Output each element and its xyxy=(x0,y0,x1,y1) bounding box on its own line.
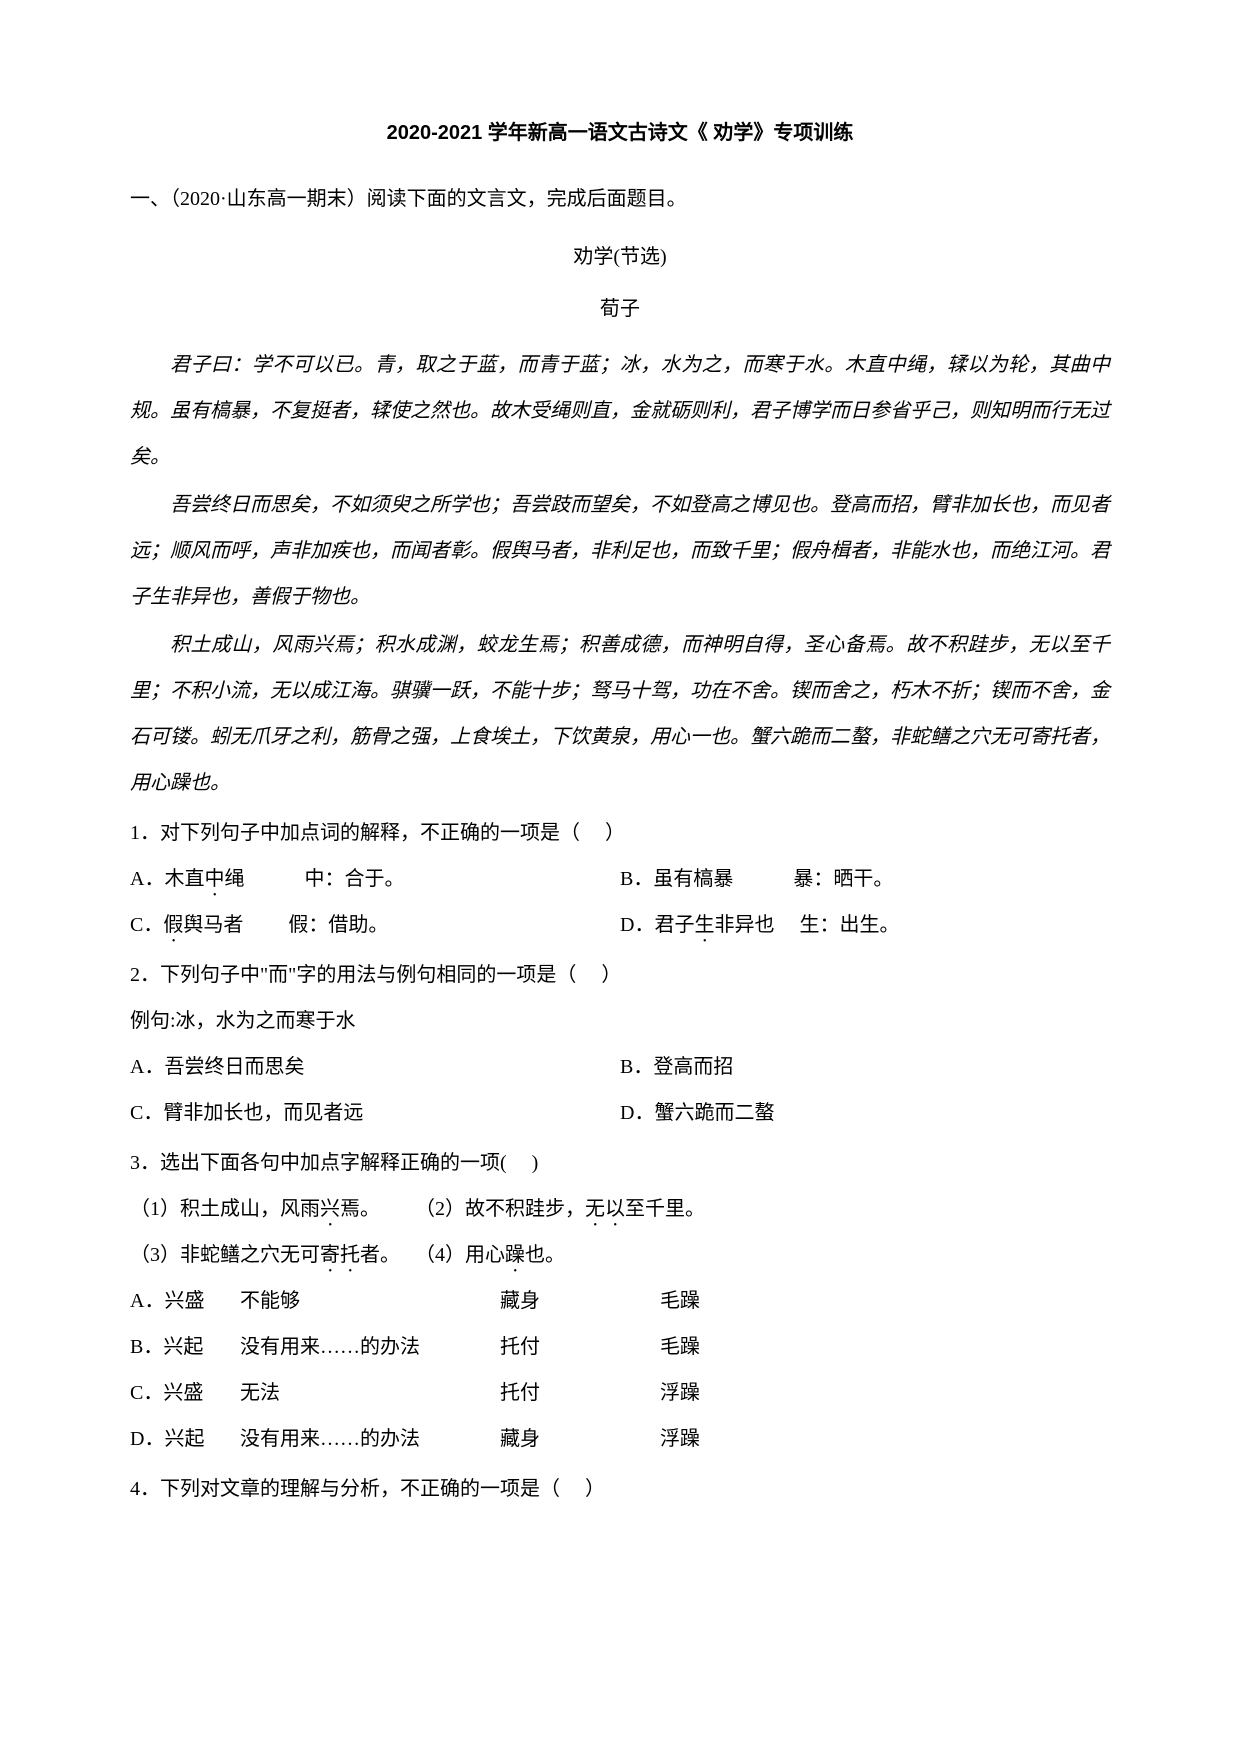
question-2-options-row1: A．吾尝终日而思矣 B．登高而招 xyxy=(130,1044,1110,1090)
option-c: C．假舆马者 假：借助。 xyxy=(130,902,620,948)
cell: 不能够 xyxy=(240,1278,500,1324)
cell: 无法 xyxy=(240,1370,500,1416)
passage-paragraph: 君子曰：学不可以已。青，取之于蓝，而青于蓝；冰，水为之，而寒于水。木直中绳，𫐓以… xyxy=(130,342,1110,480)
cell: 浮躁 xyxy=(660,1416,790,1462)
dotted-char: 无以 xyxy=(585,1198,625,1220)
cell: 没有用来……的办法 xyxy=(240,1416,500,1462)
cell-label: A．兴盛 xyxy=(130,1278,240,1324)
dotted-char: 假 xyxy=(163,914,183,936)
option-d: D．蟹六跪而二螯 xyxy=(620,1090,1110,1136)
question-3-vocab-table: A．兴盛 不能够 藏身 毛躁 B．兴起 没有用来……的办法 托付 毛躁 C．兴盛… xyxy=(130,1278,1110,1462)
question-4-stem: 4．下列对文章的理解与分析，不正确的一项是（ ） xyxy=(130,1466,1110,1512)
option-text: 舆马者 假：借助。 xyxy=(183,914,388,936)
cell: 浮躁 xyxy=(660,1370,790,1416)
option-text: C． xyxy=(130,914,163,936)
table-row: A．兴盛 不能够 藏身 毛躁 xyxy=(130,1278,1110,1324)
cell-label: D．兴起 xyxy=(130,1416,240,1462)
dotted-char: 躁 xyxy=(505,1244,525,1266)
option-b: B．虽有槁暴 暴：晒干。 xyxy=(620,856,1110,902)
dotted-char: 中 xyxy=(204,868,224,890)
option-text: 绳 中：合于。 xyxy=(224,868,404,890)
dotted-char: 生 xyxy=(694,914,714,936)
question-2-example: 例句:冰，水为之而寒于水 xyxy=(130,998,1110,1044)
cell: 藏身 xyxy=(500,1416,660,1462)
dotted-char: 寄托 xyxy=(320,1244,360,1266)
sub-text: 焉。 xyxy=(340,1198,380,1220)
cell: 托付 xyxy=(500,1370,660,1416)
question-2-options-row2: C．臂非加长也，而见者远 D．蟹六跪而二螯 xyxy=(130,1090,1110,1136)
cell: 藏身 xyxy=(500,1278,660,1324)
cell: 没有用来……的办法 xyxy=(240,1324,500,1370)
option-d: D．君子生非异也 生：出生。 xyxy=(620,902,1110,948)
passage-paragraph: 积土成山，风雨兴焉；积水成渊，蛟龙生焉；积善成德，而神明自得，圣心备焉。故不积跬… xyxy=(130,622,1110,806)
sub-text: 至千里。 xyxy=(625,1198,705,1220)
question-1-stem: 1．对下列句子中加点词的解释，不正确的一项是（ ） xyxy=(130,810,1110,856)
question-2-stem: 2．下列句子中"而"字的用法与例句相同的一项是（ ） xyxy=(130,952,1110,998)
dotted-char: 兴 xyxy=(320,1198,340,1220)
cell: 毛躁 xyxy=(660,1324,790,1370)
worksheet-title: 2020-2021 学年新高一语文古诗文《 劝学》专项训练 xyxy=(130,110,1110,156)
table-row: C．兴盛 无法 托付 浮躁 xyxy=(130,1370,1110,1416)
question-1-options-row2: C．假舆马者 假：借助。 D．君子生非异也 生：出生。 xyxy=(130,902,1110,948)
table-row: B．兴起 没有用来……的办法 托付 毛躁 xyxy=(130,1324,1110,1370)
sub-text: （2）故不积跬步， xyxy=(425,1198,585,1220)
passage-paragraph: 吾尝终日而思矣，不如须臾之所学也；吾尝跂而望矣，不如登高之博见也。登高而招，臂非… xyxy=(130,482,1110,620)
sub-text: （4）用心 xyxy=(425,1244,505,1266)
question-3-sub-row2: （3）非蛇鳝之穴无可寄托者。 （4）用心躁也。 xyxy=(130,1232,1110,1278)
option-a: A．木直中绳 中：合于。 xyxy=(130,856,620,902)
option-a: A．吾尝终日而思矣 xyxy=(130,1044,620,1090)
table-row: D．兴起 没有用来……的办法 藏身 浮躁 xyxy=(130,1416,1110,1462)
source-line: 一、（2020·山东高一期末）阅读下面的文言文，完成后面题目。 xyxy=(130,176,1110,222)
passage-author: 荀子 xyxy=(130,286,1110,332)
sub-text: 者。 xyxy=(360,1244,400,1266)
option-text: D．君子 xyxy=(620,914,694,936)
sub-text: 也。 xyxy=(525,1244,565,1266)
question-3-stem: 3．选出下面各句中加点字解释正确的一项( ) xyxy=(130,1140,1110,1186)
question-1-options-row1: A．木直中绳 中：合于。 B．虽有槁暴 暴：晒干。 xyxy=(130,856,1110,902)
passage-subtitle: 劝学(节选) xyxy=(130,234,1110,280)
option-text: 非异也 生：出生。 xyxy=(714,914,899,936)
cell-label: B．兴起 xyxy=(130,1324,240,1370)
cell: 托付 xyxy=(500,1324,660,1370)
question-3-sub-row1: （1）积土成山，风雨兴焉。 （2）故不积跬步，无以至千里。 xyxy=(130,1186,1110,1232)
sub-text: （3）非蛇鳝之穴无可 xyxy=(130,1244,320,1266)
cell-label: C．兴盛 xyxy=(130,1370,240,1416)
option-b: B．登高而招 xyxy=(620,1044,1110,1090)
option-c: C．臂非加长也，而见者远 xyxy=(130,1090,620,1136)
option-text: A．木直 xyxy=(130,868,204,890)
sub-text: （1）积土成山，风雨 xyxy=(130,1198,320,1220)
cell: 毛躁 xyxy=(660,1278,790,1324)
